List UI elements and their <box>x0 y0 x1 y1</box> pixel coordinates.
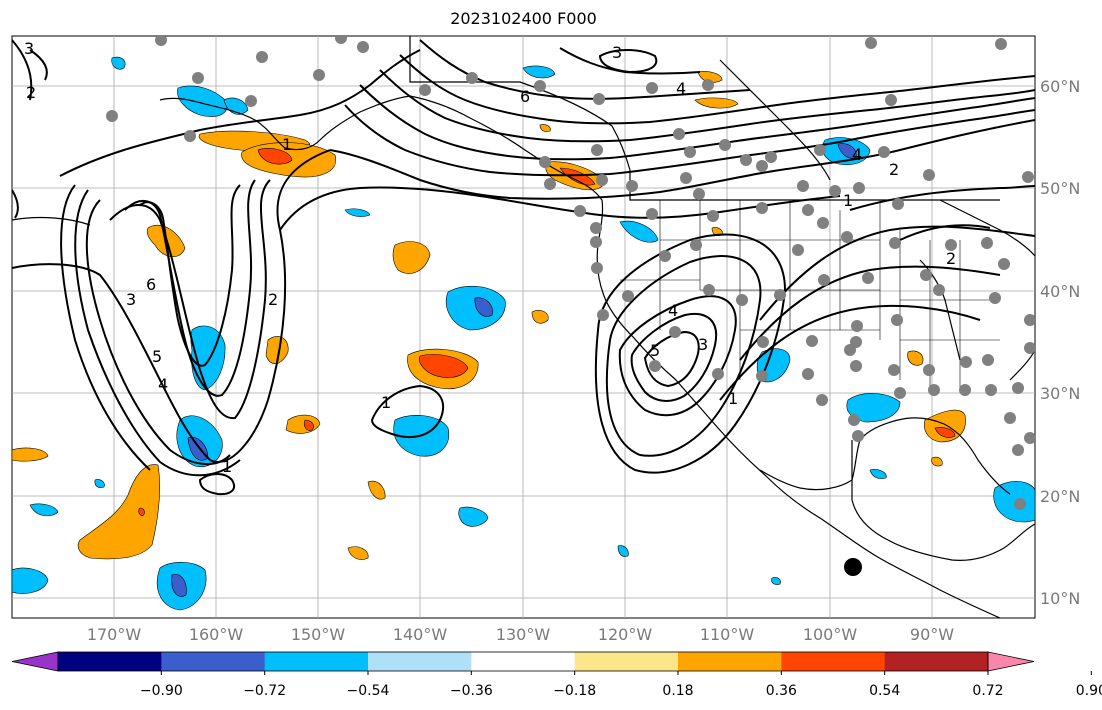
latitude-label: 50°N <box>1040 179 1080 198</box>
longitude-label: 170°W <box>87 625 142 644</box>
contour-label: 4 <box>158 375 168 394</box>
latitude-labels: 60°N 50°N 40°N 30°N 20°N 10°N <box>1040 77 1080 608</box>
contour-label: 2 <box>889 160 899 179</box>
latitude-label: 10°N <box>1040 589 1080 608</box>
colorbar-segment <box>574 652 679 671</box>
colorbar-segment <box>781 652 886 671</box>
longitude-label: 90°W <box>910 625 954 644</box>
colorbar-segment <box>884 652 989 671</box>
contour-label: 6 <box>146 275 156 294</box>
colorbar-tick-label: −0.18 <box>553 683 596 699</box>
longitude-label: 110°W <box>700 625 755 644</box>
highlight-station-marker <box>844 558 862 576</box>
colorbar-segment <box>161 652 266 671</box>
contour-label: 1 <box>282 135 292 154</box>
contour-label: 1 <box>728 389 738 408</box>
colorbar-segment <box>471 652 576 671</box>
latitude-label: 30°N <box>1040 384 1080 403</box>
longitude-label: 160°W <box>189 625 244 644</box>
contour-labels: 1 2 3 4 5 6 1 2 3 4 6 3 1 2 4 1 2 3 4 5 … <box>24 39 956 476</box>
map-frame <box>11 35 1036 619</box>
colorbar-tick-label: 0.18 <box>662 683 693 699</box>
colorbar: −0.90 −0.72 −0.54 −0.36 −0.18 0.18 0.36 0.54 0.7… <box>11 651 1102 699</box>
contour-label: 5 <box>650 341 660 360</box>
contour-label: 4 <box>668 301 678 320</box>
contour-label: 1 <box>222 457 232 476</box>
contour-label: 6 <box>520 87 530 106</box>
map-title: 2023102400 F000 <box>450 9 597 28</box>
contour-label: 4 <box>676 79 686 98</box>
contour-label: 2 <box>268 290 278 309</box>
contour-label: 3 <box>126 290 136 309</box>
contour-label: 3 <box>698 335 708 354</box>
longitude-label: 150°W <box>291 625 346 644</box>
colorbar-extend-high <box>987 651 1035 672</box>
longitude-label: 140°W <box>393 625 448 644</box>
state-borders <box>620 200 1000 390</box>
contour-label: 1 <box>381 393 391 412</box>
contour-label: 4 <box>852 145 862 164</box>
colorbar-tick-label: −0.90 <box>140 683 183 699</box>
anomaly-shading <box>12 56 1035 611</box>
colorbar-tick-label: 0.72 <box>972 683 1003 699</box>
longitude-label: 100°W <box>803 625 858 644</box>
colorbar-segment <box>678 652 782 671</box>
latitude-label: 20°N <box>1040 487 1080 506</box>
latitude-label: 60°N <box>1040 77 1080 96</box>
longitude-label: 130°W <box>496 625 551 644</box>
colorbar-outline <box>57 651 989 672</box>
longitude-label: 120°W <box>598 625 653 644</box>
colorbar-tick-label: −0.54 <box>347 683 390 699</box>
contour-label: 2 <box>946 249 956 268</box>
colorbar-tick-label: −0.72 <box>243 683 286 699</box>
station-markers <box>106 36 1035 510</box>
colorbar-tick-label: 0.90 <box>1076 683 1102 699</box>
colorbar-segment <box>264 652 369 671</box>
colorbar-tick-label: −0.36 <box>450 683 493 699</box>
height-contours <box>12 39 1035 496</box>
colorbar-segment <box>58 652 162 671</box>
contour-label: 5 <box>152 347 162 366</box>
colorbar-tick-label: 0.54 <box>869 683 900 699</box>
colorbar-tick-label: 0.36 <box>766 683 797 699</box>
longitude-labels: 170°W 160°W 150°W 140°W 130°W 120°W 110°… <box>87 625 954 644</box>
colorbar-segment <box>368 652 472 671</box>
colorbar-extend-low <box>11 651 59 672</box>
contour-label: 3 <box>612 43 622 62</box>
contour-label: 3 <box>24 39 34 58</box>
contour-label: 1 <box>843 191 853 210</box>
contour-label: 2 <box>26 83 36 102</box>
latitude-label: 40°N <box>1040 282 1080 301</box>
